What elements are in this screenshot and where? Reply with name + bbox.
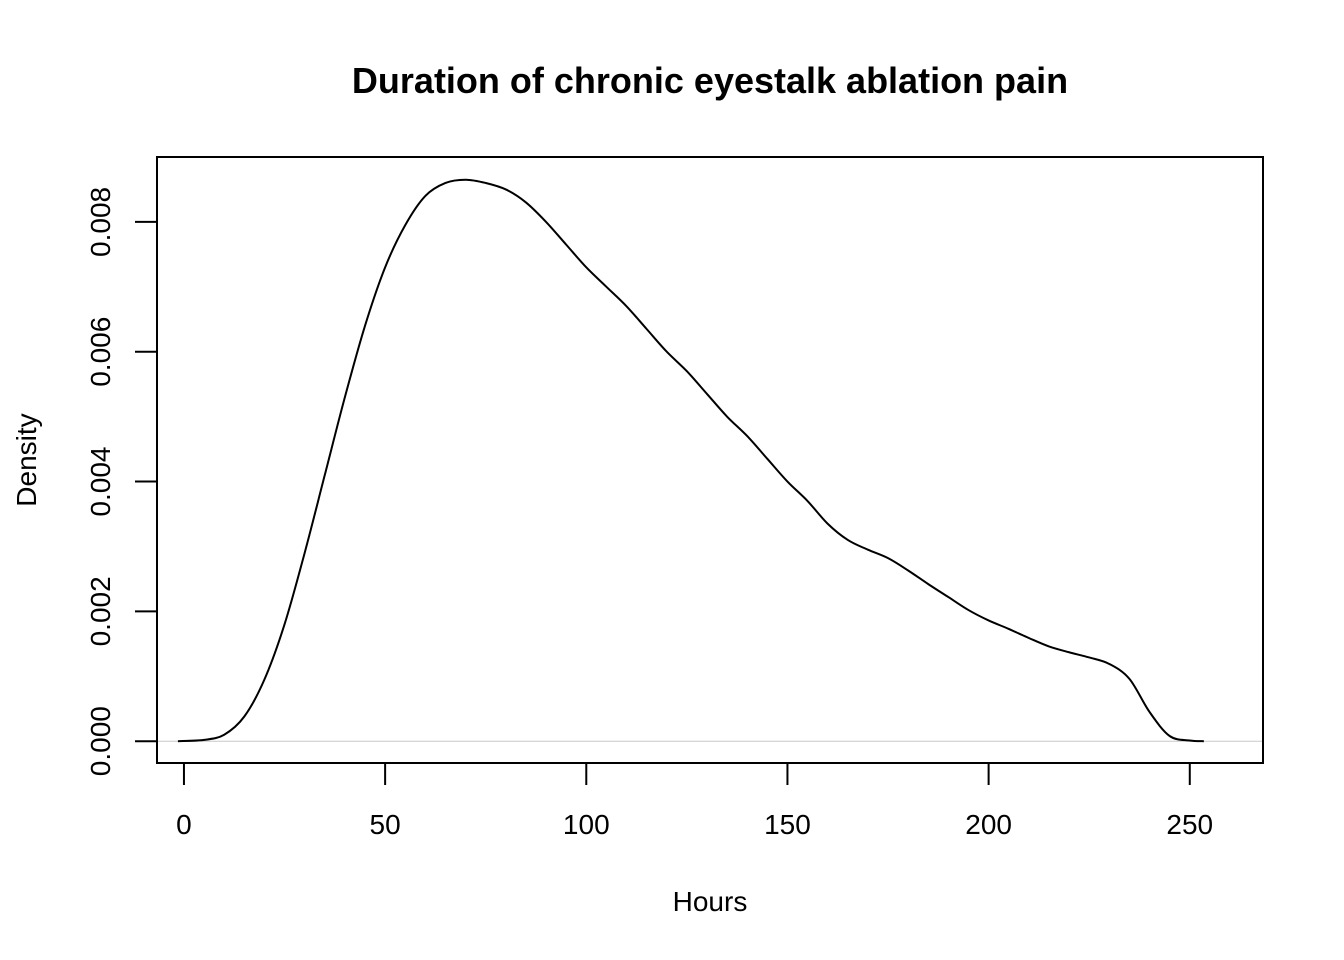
x-tick-label: 0 xyxy=(176,809,192,840)
y-tick-label: 0.004 xyxy=(85,447,116,517)
x-axis: 0 50 100 150 200 250 xyxy=(176,762,1213,840)
y-axis: 0.000 0.002 0.004 0.006 0.008 xyxy=(85,187,158,776)
y-tick-label: 0.006 xyxy=(85,317,116,387)
density-curve xyxy=(177,178,1204,743)
plot-frame xyxy=(156,156,1264,764)
y-axis-label: Density xyxy=(11,413,42,506)
y-tick-label: 0.000 xyxy=(85,706,116,776)
chart-title: Duration of chronic eyestalk ablation pa… xyxy=(352,60,1068,101)
x-tick-label: 250 xyxy=(1166,809,1213,840)
x-axis-label: Hours xyxy=(673,886,748,917)
x-tick-label: 50 xyxy=(370,809,401,840)
x-tick-label: 200 xyxy=(965,809,1012,840)
y-tick-label: 0.002 xyxy=(85,576,116,646)
y-tick-label: 0.008 xyxy=(85,187,116,257)
x-tick-label: 100 xyxy=(563,809,610,840)
x-tick-label: 150 xyxy=(764,809,811,840)
